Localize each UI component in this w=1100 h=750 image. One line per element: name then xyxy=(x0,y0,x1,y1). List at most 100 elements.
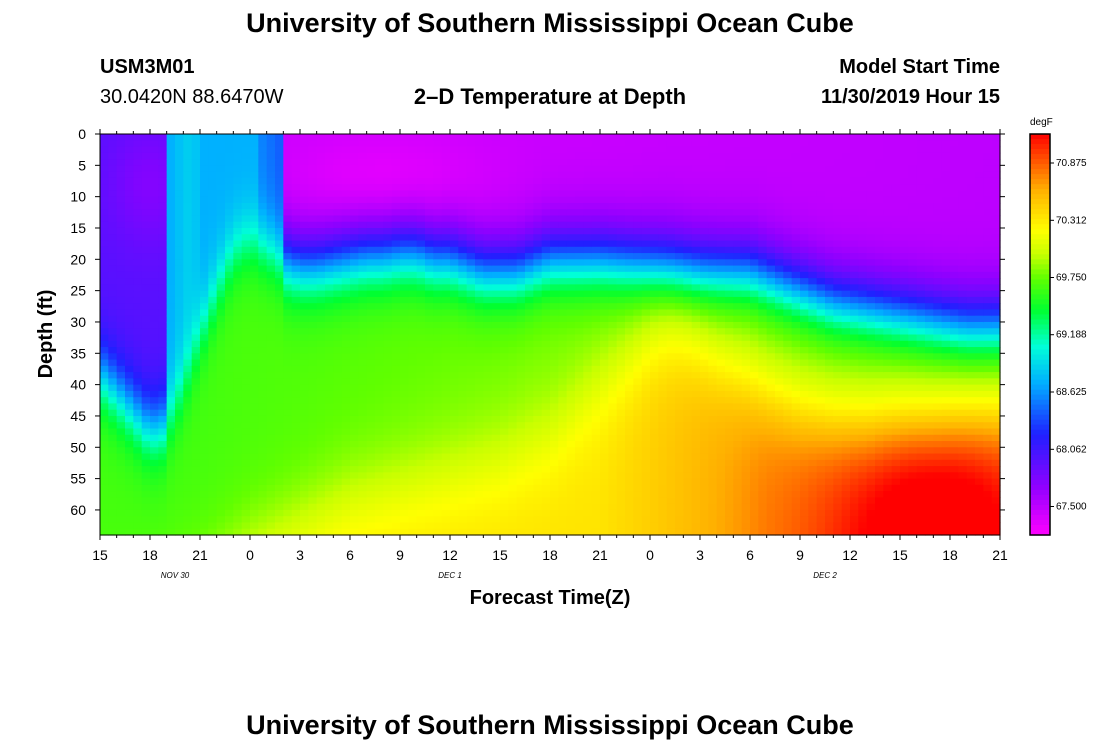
heatmap-cell xyxy=(675,296,684,304)
heatmap-cell xyxy=(566,384,576,392)
heatmap-cell xyxy=(258,403,268,411)
heatmap-cell xyxy=(175,265,184,273)
heatmap-cell xyxy=(708,409,718,417)
heatmap-cell xyxy=(683,528,693,536)
heatmap-cell xyxy=(475,321,484,329)
heatmap-cell xyxy=(608,134,618,141)
heatmap-cell xyxy=(183,265,193,273)
heatmap-cell xyxy=(375,378,384,386)
heatmap-cell xyxy=(583,159,593,166)
heatmap-cell xyxy=(175,491,184,499)
heatmap-cell xyxy=(608,253,618,260)
heatmap-cell xyxy=(141,478,151,486)
heatmap-cell xyxy=(241,321,251,329)
heatmap-cell xyxy=(591,265,601,273)
plot-title: 2–D Temperature at Depth xyxy=(413,84,687,109)
heatmap-cell xyxy=(250,265,259,273)
heatmap-cell xyxy=(325,284,334,292)
heatmap-cell xyxy=(408,165,418,173)
heatmap-cell xyxy=(300,497,309,505)
heatmap-cell xyxy=(250,365,259,373)
heatmap-cell xyxy=(616,296,626,304)
heatmap-cell xyxy=(741,134,751,141)
heatmap-cell xyxy=(616,434,626,442)
heatmap-cell xyxy=(241,340,251,348)
heatmap-cell xyxy=(150,353,159,361)
heatmap-cell xyxy=(675,340,684,348)
heatmap-cell xyxy=(300,441,309,448)
heatmap-cell xyxy=(258,321,268,329)
heatmap-cell xyxy=(400,259,409,267)
heatmap-cell xyxy=(550,397,559,405)
heatmap-cell xyxy=(116,196,126,204)
heatmap-cell xyxy=(125,409,134,417)
heatmap-cell xyxy=(383,347,393,354)
heatmap-cell xyxy=(133,234,143,242)
heatmap-cell xyxy=(325,290,334,298)
heatmap-cell xyxy=(433,453,443,461)
heatmap-cell xyxy=(466,309,476,317)
heatmap-cell xyxy=(633,184,643,191)
heatmap-cell xyxy=(416,372,426,379)
heatmap-cell xyxy=(258,509,268,517)
heatmap-cell xyxy=(341,415,351,423)
heatmap-cell xyxy=(325,296,334,304)
heatmap-cell xyxy=(500,466,509,473)
heatmap-cell xyxy=(100,441,109,448)
heatmap-cell xyxy=(283,415,293,423)
heatmap-cell xyxy=(633,296,643,304)
heatmap-cell xyxy=(375,303,384,311)
heatmap-cell xyxy=(675,503,684,511)
heatmap-cell xyxy=(366,528,376,536)
heatmap-cell xyxy=(641,347,651,354)
heatmap-cell xyxy=(583,434,593,442)
heatmap-cell xyxy=(441,434,451,442)
heatmap-cell xyxy=(291,290,301,298)
heatmap-cell xyxy=(400,171,409,179)
heatmap-cell xyxy=(583,177,593,185)
heatmap-cell xyxy=(600,447,609,455)
heatmap-cell xyxy=(583,209,593,217)
heatmap-cell xyxy=(316,328,326,336)
heatmap-cell xyxy=(350,353,359,361)
heatmap-cell xyxy=(408,472,418,480)
heatmap-cell xyxy=(458,290,468,298)
heatmap-cell xyxy=(658,159,668,166)
heatmap-cell xyxy=(241,278,251,285)
heatmap-cell xyxy=(650,265,659,273)
heatmap-cell xyxy=(700,284,709,292)
heatmap-cell xyxy=(700,353,709,361)
heatmap-cell xyxy=(541,290,551,298)
heatmap-cell xyxy=(616,484,626,492)
heatmap-cell xyxy=(533,234,543,242)
heatmap-cell xyxy=(183,522,193,530)
heatmap-cell xyxy=(108,253,118,260)
heatmap-cell xyxy=(308,184,318,191)
heatmap-cell xyxy=(158,422,168,430)
heatmap-cell xyxy=(525,221,534,229)
heatmap-cell xyxy=(500,265,509,273)
heatmap-cell xyxy=(683,177,693,185)
heatmap-cell xyxy=(325,265,334,273)
heatmap-cell xyxy=(100,516,109,524)
heatmap-cell xyxy=(591,353,601,361)
heatmap-cell xyxy=(450,441,459,448)
heatmap-cell xyxy=(241,434,251,442)
heatmap-cell xyxy=(550,340,559,348)
heatmap-cell xyxy=(116,384,126,392)
heatmap-cell xyxy=(675,403,684,411)
heatmap-cell xyxy=(375,146,384,154)
heatmap-cell xyxy=(616,246,626,254)
heatmap-cell xyxy=(216,378,226,386)
heatmap-cell xyxy=(600,384,609,392)
heatmap-cell xyxy=(258,278,268,285)
heatmap-cell xyxy=(233,353,243,361)
heatmap-cell xyxy=(458,447,468,455)
heatmap-cell xyxy=(183,415,193,423)
heatmap-cell xyxy=(341,265,351,273)
heatmap-cell xyxy=(591,171,601,179)
heatmap-cell xyxy=(525,246,534,254)
heatmap-cell xyxy=(541,372,551,379)
heatmap-cell xyxy=(491,202,501,210)
heatmap-cell xyxy=(108,497,118,505)
